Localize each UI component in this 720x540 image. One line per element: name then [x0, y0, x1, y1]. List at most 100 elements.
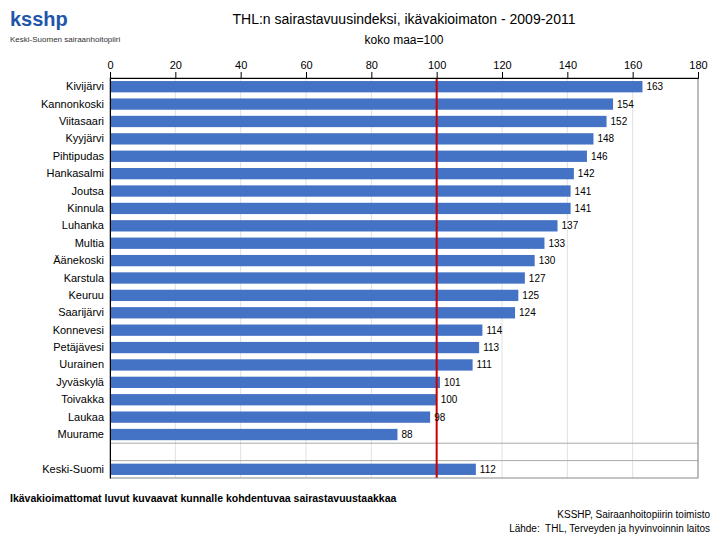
y-tick-label: Petäjävesi: [53, 341, 104, 353]
data-label: 113: [483, 342, 499, 353]
y-tick-label: Keuruu: [69, 289, 104, 301]
data-label: 130: [539, 255, 556, 266]
bar: [110, 377, 440, 388]
x-tick: 20: [170, 59, 182, 78]
data-label: 141: [575, 203, 592, 214]
y-axis: KivijärviKannonkoskiViitasaariKyyjärviPi…: [41, 79, 111, 479]
title: THL:n sairastavuusindeksi, ikävakioimato…: [233, 11, 576, 27]
subtitle: koko maa=100: [364, 33, 443, 47]
footer-text: KSSHP, Sairaanhoitopiirin toimisto: [557, 509, 710, 520]
x-tick-label: 140: [559, 59, 577, 71]
y-tick-label: Kivijärvi: [66, 80, 104, 92]
x-tick: 80: [366, 59, 378, 78]
data-labels: 1631541521481461421411411371331301271251…: [401, 81, 663, 475]
y-tick: Kannonkoski: [41, 98, 104, 110]
x-tick-label: 100: [428, 59, 446, 71]
x-tick: 40: [235, 59, 247, 78]
bar: [110, 394, 437, 405]
bar: [110, 220, 558, 231]
y-tick: Karstula: [64, 272, 105, 284]
plot: 1631541521481461421411411371331301271251…: [41, 59, 708, 479]
y-tick: Kivijärvi: [66, 80, 104, 92]
data-label: 148: [597, 133, 614, 144]
data-label: 152: [611, 116, 628, 127]
x-tick: 140: [559, 59, 577, 78]
data-label: 163: [646, 81, 663, 92]
bar: [110, 255, 535, 266]
bar: [110, 429, 397, 440]
y-tick-label: Multia: [75, 237, 105, 249]
y-tick: Uurainen: [59, 358, 104, 370]
bar: [110, 272, 525, 283]
data-label: 141: [575, 186, 592, 197]
x-tick: 120: [493, 59, 511, 78]
x-axis: 0 20 40 60 80 100 120 140 160 180: [107, 59, 707, 79]
y-tick: Äänekoski: [53, 254, 104, 266]
y-axis-line: [110, 79, 111, 479]
x-tick-label: 160: [624, 59, 642, 71]
separator: [110, 460, 698, 461]
y-tick: Multia: [75, 237, 105, 249]
bar: [110, 168, 574, 179]
y-tick: Luhanka: [62, 219, 105, 231]
bar: [110, 307, 515, 318]
x-tick: 180: [689, 59, 707, 78]
y-tick: Viitasaari: [59, 115, 104, 127]
footer-text: Lähde: THL, Terveyden ja hyvinvoinnin la…: [509, 523, 710, 534]
logo-text: ksshp: [10, 8, 68, 30]
y-tick-label: Konnevesi: [53, 324, 104, 336]
data-label: 101: [444, 377, 461, 388]
x-tick: 60: [300, 59, 312, 78]
y-tick-label: Laukaa: [68, 411, 105, 423]
data-label: 146: [591, 151, 608, 162]
x-tick-mark: [175, 72, 176, 78]
bar: [110, 185, 571, 196]
x-tick-label: 120: [493, 59, 511, 71]
data-label: 111: [477, 359, 493, 370]
y-tick-label: Luhanka: [62, 219, 105, 231]
x-tick-mark: [633, 72, 634, 78]
bar: [110, 325, 482, 336]
data-label: 88: [401, 429, 413, 440]
data-label: 125: [522, 290, 539, 301]
chart: 1631541521481461421411411371331301271251…: [0, 0, 720, 540]
x-tick-label: 60: [300, 59, 312, 71]
x-tick: 0: [107, 59, 113, 78]
y-tick-label: Pihtipudas: [53, 150, 105, 162]
x-tick-mark: [502, 72, 503, 78]
x-tick-label: 20: [170, 59, 182, 71]
logo-text: Keski-Suomen sairaanhoitopiiri: [10, 35, 121, 44]
frame: [110, 78, 698, 478]
data-label: 114: [486, 325, 502, 336]
y-tick: Keski-Suomi: [42, 463, 104, 475]
y-tick-label: Muurame: [58, 428, 104, 440]
bar: [110, 359, 473, 370]
data-label: 142: [578, 168, 595, 179]
bar: [110, 203, 571, 214]
grid: [110, 78, 698, 478]
y-tick: Muurame: [58, 428, 104, 440]
x-tick: 160: [624, 59, 642, 78]
y-tick: Laukaa: [68, 411, 105, 423]
bar: [110, 342, 479, 353]
bar: [110, 238, 544, 249]
x-tick-mark: [567, 72, 568, 78]
y-tick: Pihtipudas: [53, 150, 105, 162]
grid-line: [632, 78, 633, 478]
y-tick-label: Toivakka: [61, 393, 105, 405]
y-tick: Jyväskylä: [56, 376, 105, 388]
x-tick-mark: [110, 72, 111, 78]
x-tick-label: 0: [107, 59, 113, 71]
y-tick: Toivakka: [61, 393, 105, 405]
y-tick: Saarijärvi: [58, 306, 104, 318]
bar: [110, 464, 476, 475]
x-tick-mark: [306, 72, 307, 78]
y-tick: Hankasalmi: [47, 167, 104, 179]
y-tick-label: Karstula: [64, 272, 105, 284]
y-tick-label: Keski-Suomi: [42, 463, 104, 475]
footer-text: Ikävakioimattomat luvut kuvaavat kunnall…: [10, 492, 396, 504]
x-tick-mark: [371, 72, 372, 78]
y-tick-label: Saarijärvi: [58, 306, 104, 318]
marks: [110, 78, 698, 478]
bar: [110, 151, 587, 162]
